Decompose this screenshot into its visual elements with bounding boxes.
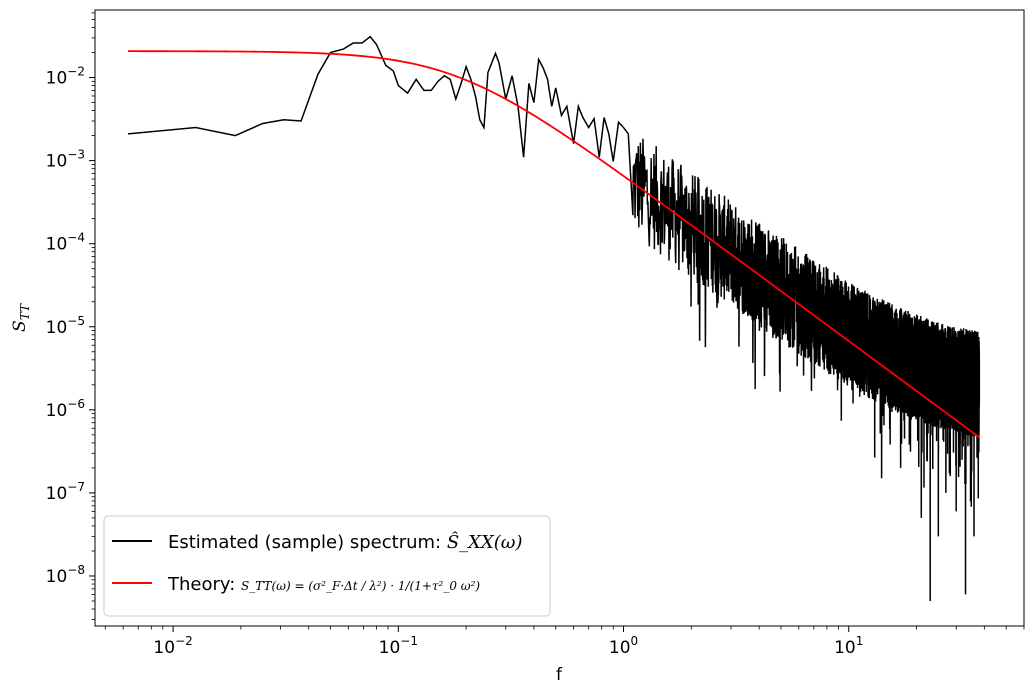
- x-tick-label: 10−1: [379, 634, 418, 658]
- x-tick-label: 10−2: [153, 634, 192, 658]
- legend-label-theory-math: S_TT(ω) = (σ²_F·Δt / λ²) · 1/(1+τ²_0 ω²): [241, 579, 480, 593]
- y-tick-label: 10−3: [46, 148, 85, 172]
- legend: Estimated (sample) spectrum: Ŝ_XX(ω) The…: [103, 515, 551, 617]
- y-tick-label: 10−2: [46, 65, 85, 89]
- axes-frame: [94, 9, 1025, 627]
- y-tick-label: 10−4: [46, 231, 85, 255]
- y-axis-label: STT: [10, 303, 32, 332]
- plot-area: [127, 35, 981, 601]
- axes: [94, 9, 1025, 627]
- y-tick-label: 10−5: [46, 314, 85, 338]
- legend-label-theory-text: Theory:: [167, 574, 241, 595]
- legend-box: [103, 515, 551, 617]
- x-axis-label: f: [556, 665, 563, 685]
- series-theory-line: [127, 50, 980, 439]
- y-tick-label: 10−6: [46, 397, 85, 421]
- series-estimated-line: [127, 35, 981, 601]
- legend-label-theory: Theory: S_TT(ω) = (σ²_F·Δt / λ²) · 1/(1+…: [167, 574, 480, 595]
- y-tick-label: 10−7: [46, 480, 85, 504]
- y-axis-ticks: 10−8 10−7 10−6 10−5 10−4 10−3 10−2: [46, 12, 95, 620]
- y-axis-label-sub: TT: [18, 303, 32, 320]
- y-tick-label: 10−8: [46, 563, 85, 587]
- x-axis-ticks: 10−2 10−1 100 101: [104, 626, 1025, 658]
- legend-label-estimated-math: Ŝ_XX(ω): [447, 530, 523, 553]
- legend-label-estimated-text: Estimated (sample) spectrum:: [168, 532, 447, 553]
- x-tick-label: 101: [834, 634, 863, 658]
- x-tick-label: 100: [609, 634, 638, 658]
- y-axis-label-main: S: [10, 320, 30, 332]
- legend-label-estimated: Estimated (sample) spectrum: Ŝ_XX(ω): [168, 530, 523, 553]
